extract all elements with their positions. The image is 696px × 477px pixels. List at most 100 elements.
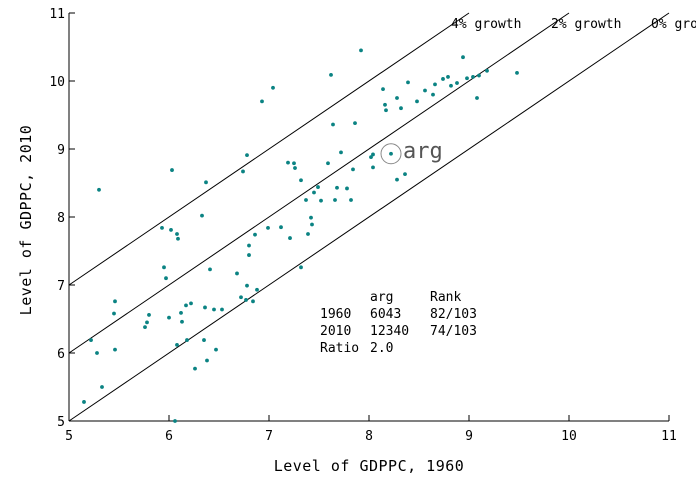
data-point <box>475 96 479 100</box>
data-point <box>471 75 475 79</box>
x-tick-label: 10 <box>561 429 577 444</box>
data-point <box>175 342 179 347</box>
x-tick-label: 8 <box>365 429 373 444</box>
data-point <box>179 310 183 315</box>
data-point <box>160 225 164 230</box>
data-point <box>271 85 275 90</box>
data-point <box>97 187 101 192</box>
data-point <box>247 253 251 257</box>
data-points <box>82 48 519 423</box>
data-point <box>145 320 149 325</box>
data-point <box>253 232 257 237</box>
y-tick-label: 7 <box>57 279 65 294</box>
x-tick-label: 11 <box>661 429 677 444</box>
data-point <box>299 265 303 270</box>
y-tick-label: 11 <box>49 7 65 22</box>
data-point <box>353 121 357 126</box>
data-point <box>143 325 147 330</box>
data-point <box>309 215 313 220</box>
axes: 5 6 7 8 9 10 11 5 6 7 8 9 10 11 <box>49 7 676 444</box>
data-point <box>369 155 373 160</box>
data-point <box>312 190 316 195</box>
data-point <box>185 338 189 342</box>
info-table-cell: 2.0 <box>370 341 393 356</box>
data-point <box>433 82 437 87</box>
data-point <box>299 178 303 183</box>
data-point <box>406 80 410 85</box>
data-point <box>180 319 184 324</box>
info-table-header: arg <box>370 290 393 305</box>
highlight-circle <box>380 143 402 165</box>
data-point <box>244 298 248 302</box>
y-axis-title: Level of GDPPC, 2010 <box>17 125 35 316</box>
data-point <box>415 99 419 104</box>
growth-line-label: 0% growth <box>651 17 696 32</box>
data-point <box>89 338 93 342</box>
data-point <box>175 232 179 236</box>
data-point <box>169 228 173 232</box>
data-point <box>203 305 207 310</box>
data-point <box>147 313 151 317</box>
data-point <box>95 351 99 355</box>
data-point <box>279 225 283 230</box>
highlight-label: arg <box>403 139 443 164</box>
info-table-header: Rank <box>430 290 461 305</box>
data-point <box>449 83 453 88</box>
x-tick-label: 9 <box>465 429 473 444</box>
data-point <box>395 177 399 182</box>
data-point <box>349 198 353 202</box>
y-tick-label: 8 <box>57 211 65 226</box>
data-point <box>395 96 399 100</box>
growth-line <box>68 12 570 354</box>
data-point <box>293 166 297 170</box>
data-point <box>208 267 212 272</box>
data-point <box>446 75 450 79</box>
data-point <box>220 307 224 312</box>
data-point <box>359 48 363 53</box>
x-tick-label: 6 <box>165 429 173 444</box>
data-point <box>205 358 209 363</box>
y-tick-label: 6 <box>57 347 65 362</box>
growth-line-label: 4% growth <box>451 17 521 32</box>
growth-line <box>68 12 670 422</box>
data-point <box>260 99 264 104</box>
data-point <box>245 283 249 288</box>
info-table-cell: 2010 <box>320 324 351 339</box>
data-point <box>441 77 445 81</box>
info-table-cell: 1960 <box>320 307 351 322</box>
data-point <box>316 185 320 189</box>
highlight: arg <box>380 139 443 165</box>
data-point <box>381 87 385 92</box>
data-point <box>455 81 459 85</box>
data-point <box>304 198 308 202</box>
data-point <box>112 311 116 316</box>
data-point <box>335 185 339 190</box>
data-point <box>306 232 310 236</box>
data-point <box>465 76 469 81</box>
info-table-cell: 6043 <box>370 307 401 322</box>
data-point <box>371 152 375 157</box>
data-point <box>235 271 239 276</box>
data-point <box>82 400 86 404</box>
info-table-cell: 74/103 <box>430 324 477 339</box>
data-point <box>212 307 216 312</box>
data-point <box>167 315 171 320</box>
data-point <box>292 161 296 166</box>
data-point <box>113 299 117 304</box>
data-point <box>266 225 270 230</box>
data-point <box>286 160 290 165</box>
data-point <box>384 108 388 113</box>
info-table-cell: 82/103 <box>430 307 477 322</box>
data-point <box>485 68 489 73</box>
data-point <box>403 172 407 177</box>
data-point <box>241 169 245 174</box>
x-tick-label: 7 <box>265 429 273 444</box>
data-point <box>173 419 177 423</box>
data-point <box>331 122 335 127</box>
data-point <box>477 73 481 78</box>
data-point <box>251 299 255 304</box>
data-point <box>100 385 104 389</box>
data-point <box>326 161 330 166</box>
data-point <box>184 303 188 308</box>
